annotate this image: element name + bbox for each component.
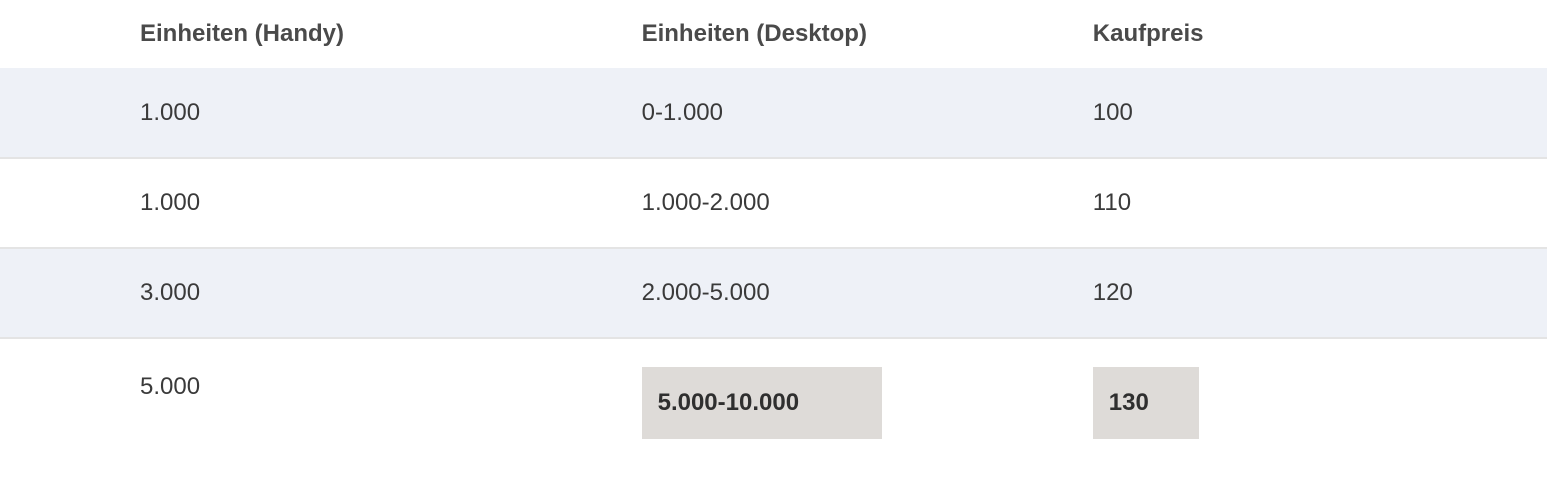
table-row: 1.0000-1.000100 [0, 68, 1547, 158]
table-cell: 3.000 [0, 248, 642, 338]
table-cell: 110 [1093, 158, 1547, 248]
table-cell: 130 [1093, 338, 1547, 440]
column-header-mobile-units: Einheiten (Handy) [0, 0, 642, 68]
table-cell: 1.000-2.000 [642, 158, 1093, 248]
table-cell: 0-1.000 [642, 68, 1093, 158]
table-cell: 5.000 [0, 338, 642, 440]
table-cell: 2.000-5.000 [642, 248, 1093, 338]
highlighted-cell-value: 5.000-10.000 [642, 367, 882, 439]
table-cell: 1.000 [0, 158, 642, 248]
table-row: 1.0001.000-2.000110 [0, 158, 1547, 248]
table-cell: 1.000 [0, 68, 642, 158]
pricing-table: Einheiten (Handy) Einheiten (Desktop) Ka… [0, 0, 1547, 440]
table-row: 3.0002.000-5.000120 [0, 248, 1547, 338]
table-cell: 120 [1093, 248, 1547, 338]
table-cell: 100 [1093, 68, 1547, 158]
table-row: 5.0005.000-10.000 130 [0, 338, 1547, 440]
column-header-desktop-units: Einheiten (Desktop) [642, 0, 1093, 68]
table-cell: 5.000-10.000 [642, 338, 1093, 440]
highlighted-cell-value: 130 [1093, 367, 1199, 439]
table-body: 1.0000-1.0001001.0001.000-2.0001103.0002… [0, 68, 1547, 440]
column-header-price: Kaufpreis [1093, 0, 1547, 68]
table-header-row: Einheiten (Handy) Einheiten (Desktop) Ka… [0, 0, 1547, 68]
